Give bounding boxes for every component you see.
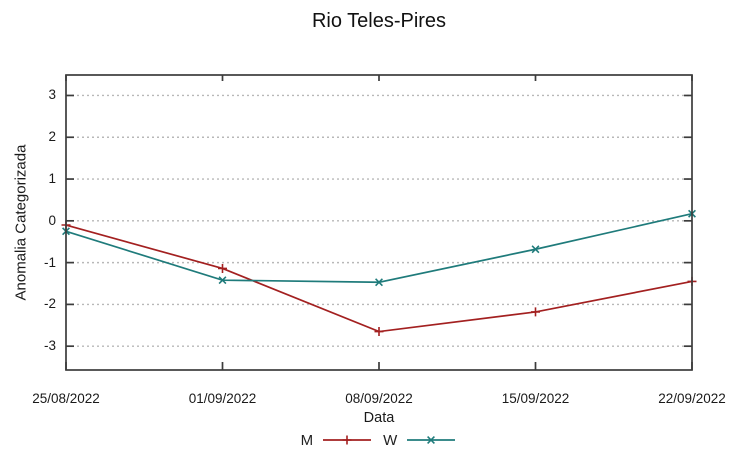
chart-title: Rio Teles-Pires (311, 10, 447, 32)
y-tick-label: -1 (43, 254, 56, 270)
y-tick-label: -2 (43, 296, 56, 312)
x-tick-label: 08/09/2022 (345, 391, 413, 406)
legend-sample-M (323, 435, 372, 445)
x-tick-label: 01/09/2022 (188, 391, 257, 406)
series-line-W (65, 212, 693, 284)
y-tick-label: -3 (43, 338, 56, 354)
legend-label: W (383, 431, 398, 449)
legend-sample-marker (427, 436, 436, 444)
legend-sample-marker (342, 435, 352, 445)
legend-sample-W (407, 436, 456, 444)
x-tick-label: 25/08/2022 (32, 391, 100, 406)
marker-cross (531, 245, 540, 254)
legend-entry-W: W (383, 432, 457, 449)
marker-plus (531, 307, 540, 317)
x-tick-label: 22/09/2022 (658, 391, 726, 406)
legend-entry-M: M (301, 432, 374, 449)
plot-border (65, 74, 693, 371)
y-tick-label: 2 (48, 129, 56, 145)
series-line-M (65, 224, 693, 333)
marker-plus (218, 263, 227, 273)
marker-plus (374, 327, 384, 337)
gridlines (67, 94, 691, 347)
x-tick-label: 15/09/2022 (501, 391, 570, 406)
y-tick-label: 3 (48, 87, 56, 103)
x-axis-label: Data (363, 410, 395, 426)
marker-cross (218, 276, 227, 285)
y-tick-label: 1 (48, 171, 56, 187)
y-tick-label: 0 (48, 212, 56, 228)
data-series (61, 209, 697, 337)
legend-label: M (300, 431, 314, 449)
marker-cross (375, 278, 383, 287)
axes-and-ticks (65, 74, 693, 371)
